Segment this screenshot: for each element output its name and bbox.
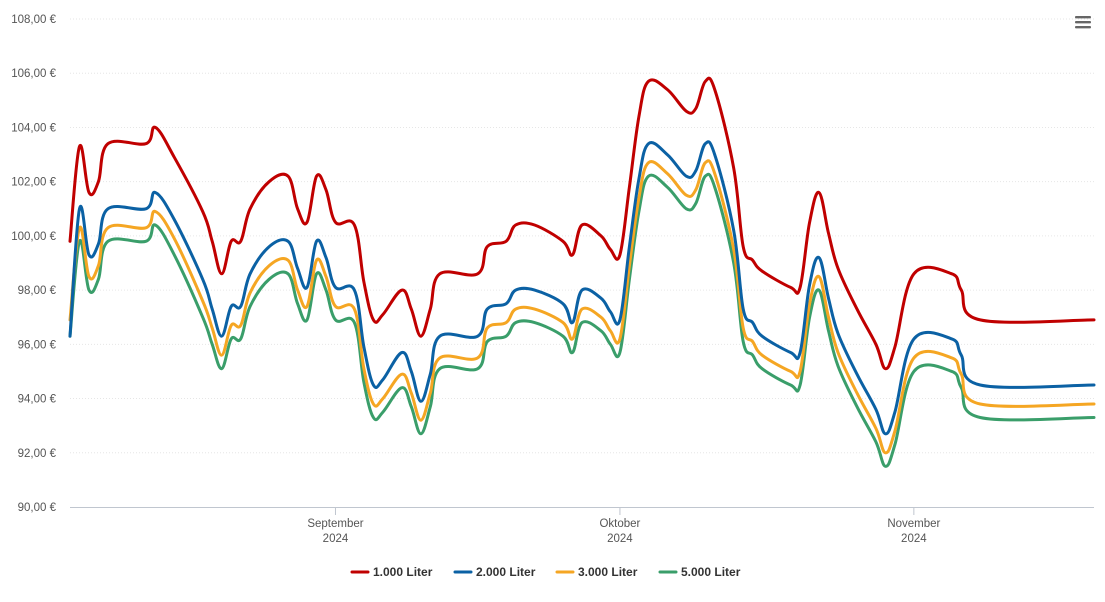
- x-axis: September 2024 Oktober 2024 November 2024: [307, 507, 941, 545]
- x-tick-year: 2024: [901, 533, 927, 545]
- legend-item[interactable]: 5.000 Liter: [658, 565, 741, 579]
- y-tick-label: 104,00 €: [11, 122, 56, 134]
- x-tick-month: September: [307, 518, 363, 530]
- series-line-3[interactable]: [68, 159, 1096, 455]
- grid-lines: [70, 18, 1094, 454]
- x-tick-year: 2024: [607, 533, 633, 545]
- legend-label: 2.000 Liter: [476, 565, 536, 579]
- y-tick-label: 96,00 €: [18, 339, 57, 351]
- y-axis: 90,00 € 92,00 € 94,00 € 96,00 € 98,00 € 100,0…: [11, 14, 56, 514]
- legend: 1.000 Liter 2.000 Liter 3.000 Liter 5.000 L…: [350, 565, 741, 579]
- legend-label: 1.000 Liter: [373, 565, 433, 579]
- y-tick-label: 102,00 €: [11, 177, 56, 189]
- chart-menu-button[interactable]: [1074, 14, 1092, 30]
- y-tick-label: 108,00 €: [11, 14, 56, 26]
- legend-item[interactable]: 2.000 Liter: [453, 565, 536, 579]
- x-tick-month: Oktober: [599, 518, 640, 530]
- y-tick-label: 106,00 €: [11, 68, 56, 80]
- y-tick-label: 90,00 €: [18, 502, 57, 514]
- hamburger-menu-icon: [1075, 16, 1091, 29]
- series-line-4[interactable]: [68, 172, 1096, 468]
- y-tick-label: 98,00 €: [18, 285, 57, 297]
- legend-label: 5.000 Liter: [681, 565, 741, 579]
- series-line-1[interactable]: [68, 76, 1096, 371]
- legend-label: 3.000 Liter: [578, 565, 638, 579]
- series-lines: [68, 76, 1096, 468]
- legend-item[interactable]: 3.000 Liter: [555, 565, 638, 579]
- x-tick-year: 2024: [323, 533, 349, 545]
- x-tick-month: November: [887, 518, 940, 530]
- y-tick-label: 94,00 €: [18, 394, 57, 406]
- series-line-2[interactable]: [68, 140, 1096, 436]
- y-tick-label: 100,00 €: [11, 231, 56, 243]
- legend-item[interactable]: 1.000 Liter: [350, 565, 433, 579]
- y-tick-label: 92,00 €: [18, 448, 57, 460]
